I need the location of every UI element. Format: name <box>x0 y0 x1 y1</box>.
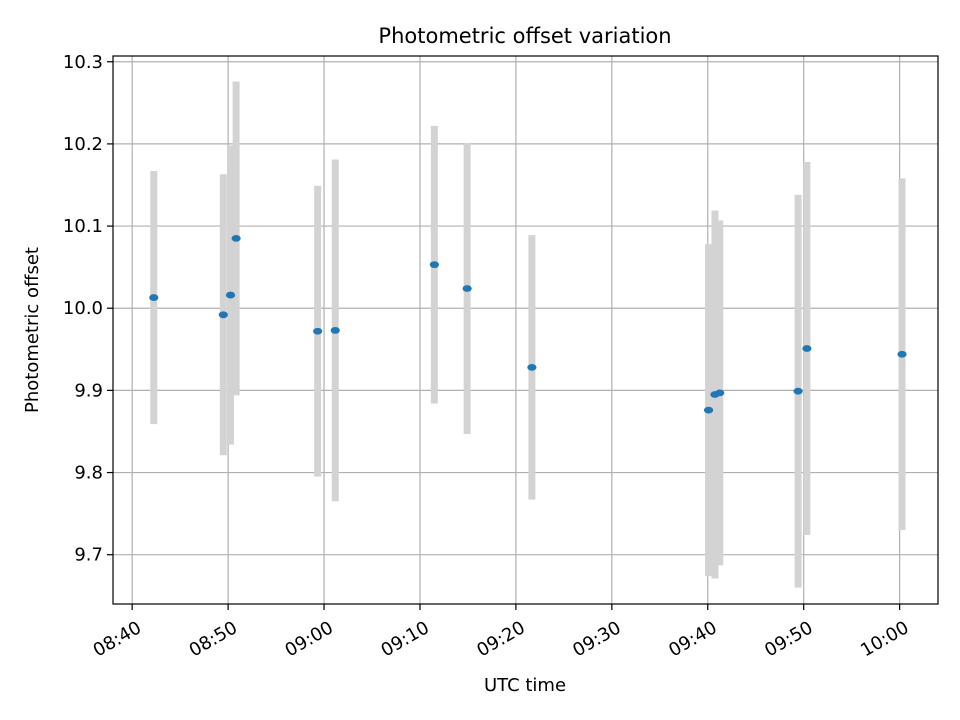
y-tick-label: 9.7 <box>74 545 103 566</box>
plot-frame <box>112 55 939 605</box>
data-point <box>313 327 323 335</box>
data-point <box>802 345 812 352</box>
data-point <box>462 285 472 292</box>
y-tick-label: 9.8 <box>74 463 103 484</box>
chart-title: Photometric offset variation <box>378 24 671 48</box>
data-point <box>715 389 725 397</box>
data-points <box>149 234 907 414</box>
data-point <box>149 294 159 301</box>
data-point <box>218 311 228 319</box>
y-tick-label: 9.9 <box>74 380 103 401</box>
y-tick-label: 10.2 <box>63 134 103 155</box>
y-axis-label: Photometric offset <box>22 247 43 413</box>
data-point <box>330 327 340 334</box>
data-point <box>225 291 236 299</box>
data-point <box>897 350 907 358</box>
data-point <box>429 261 439 269</box>
y-tick-label: 10.1 <box>63 216 103 237</box>
data-point <box>527 363 537 371</box>
x-axis-label: UTC time <box>484 675 566 696</box>
data-point <box>793 387 803 395</box>
y-tick-label: 10.0 <box>63 298 103 319</box>
y-tick-label: 10.3 <box>63 52 103 73</box>
data-point <box>231 234 241 242</box>
data-point <box>703 406 714 414</box>
